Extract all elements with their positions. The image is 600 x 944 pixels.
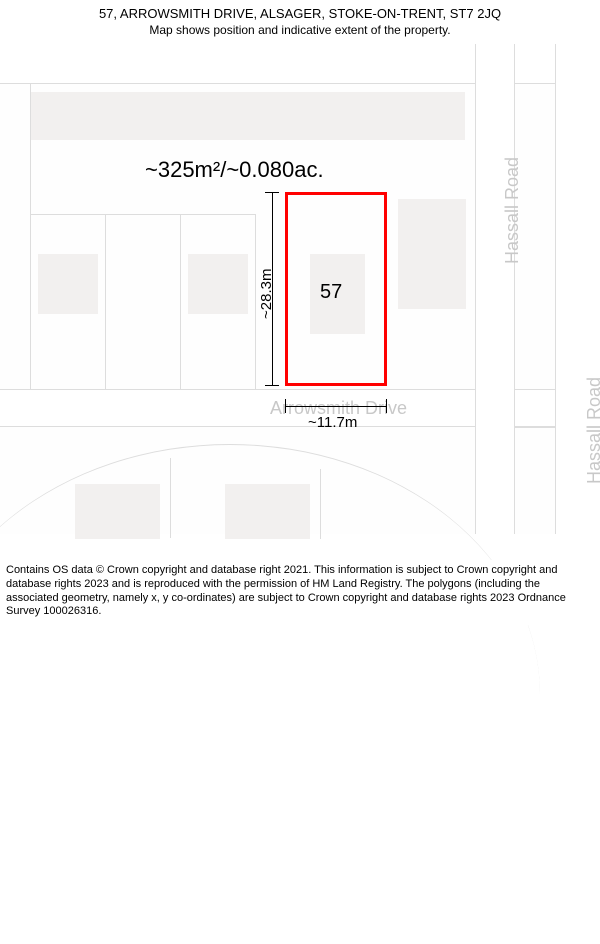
house-number: 57 [320,281,342,304]
parcel-line [30,84,31,389]
map-canvas: Arrowsmith Drive Hassall Road Hassall Ro… [0,44,600,534]
parcel-line [30,214,255,215]
road-hassall-inner [475,44,515,534]
footer-copyright: Contains OS data © Crown copyright and d… [0,560,600,625]
parcel-line [170,458,171,538]
parcel-line [320,469,321,539]
dim-line-width [285,406,387,407]
building [75,484,160,539]
building [398,199,466,309]
building [225,484,310,539]
parcel-line [180,214,181,389]
area-label: ~325m²/~0.080ac. [145,157,324,183]
parcel-line [105,214,106,389]
parcel-line [515,389,555,390]
building [188,254,248,314]
subtitle-line: Map shows position and indicative extent… [10,23,590,39]
dim-label-height: ~28.3m [258,269,275,319]
building [38,254,98,314]
road-label-hassall-2: Hassall Road [584,377,600,484]
parcel-line [255,214,256,389]
header: 57, ARROWSMITH DRIVE, ALSAGER, STOKE-ON-… [0,0,600,40]
building-block-top [30,92,465,140]
road-label-hassall-1: Hassall Road [502,157,523,264]
address-line: 57, ARROWSMITH DRIVE, ALSAGER, STOKE-ON-… [10,6,590,23]
parcel-line [515,427,555,428]
dim-label-width: ~11.7m [308,414,357,431]
